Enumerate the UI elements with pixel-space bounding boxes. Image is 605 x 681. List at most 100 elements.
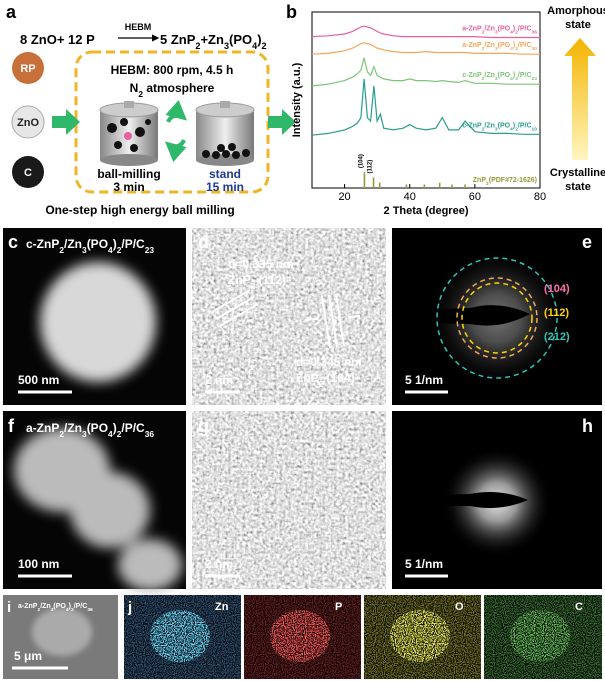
panel-label: d — [198, 232, 209, 252]
particles — [14, 428, 182, 591]
precursor: C — [24, 167, 32, 179]
flow-arrow — [52, 109, 80, 135]
panel-label: e — [582, 232, 592, 252]
fringe-marks — [211, 289, 361, 349]
series-line — [311, 57, 540, 87]
ring-label: (112) — [544, 307, 569, 319]
zno-powder — [11, 105, 45, 139]
ring — [436, 257, 558, 379]
fringe-label: d=0.345 nm — [296, 355, 362, 369]
panel-label: c — [8, 232, 18, 252]
scale-label: 2 nm — [205, 373, 233, 387]
legend-entry: c-ZnP2/Zn3(PO4)2/P/C23 — [462, 72, 537, 82]
scale-label: 5 μm — [14, 649, 42, 663]
x-tick-label: 80 — [534, 191, 546, 203]
scale-bars — [12, 390, 448, 670]
peak-label: (112) — [368, 160, 374, 174]
plot-frame — [311, 11, 541, 189]
legend-entry: a-ZnP2/Zn3(PO4)2/P/C36 — [462, 26, 537, 36]
legend-entry: ZnP2(PDF#72-1626) — [473, 177, 537, 187]
map-particle — [510, 610, 570, 662]
scale-label: 100 nm — [18, 557, 59, 571]
ring-label: (212) — [544, 331, 570, 343]
ring-label: (104) — [544, 283, 570, 295]
annotation: Amorphous — [547, 5, 605, 17]
beam-stop — [392, 305, 530, 326]
scale-label: 500 nm — [18, 373, 59, 387]
x-tick-label: 20 — [338, 191, 350, 203]
c-powder — [12, 156, 44, 188]
beam-stop — [392, 492, 528, 508]
rp-powder — [12, 52, 44, 84]
panel-label: h — [582, 416, 593, 436]
hrtem-image-g — [192, 411, 386, 589]
powder — [124, 132, 132, 140]
map-particle — [390, 610, 450, 662]
fringe-label: ZnP2 (112) — [228, 273, 286, 291]
element-label: O — [455, 601, 464, 613]
panel-label: f — [8, 416, 15, 436]
series-line — [311, 25, 540, 39]
series-line — [311, 78, 540, 136]
sample: c-ZnP2/Zn3(PO4)2/P/C23 — [26, 237, 154, 255]
fringe — [211, 289, 251, 313]
jar — [196, 154, 254, 166]
balls — [202, 143, 250, 159]
balls — [107, 118, 151, 152]
fringe-label: ZnP2 (104) — [296, 371, 355, 389]
atmosphere: N2 atmosphere — [130, 81, 215, 99]
products: 5 ZnP2+Zn3(PO4)2 — [160, 32, 267, 51]
jar-knob — [220, 101, 230, 108]
legend-entry: a-ZnP2/Zn3(PO4)2/P/C30 — [462, 42, 537, 52]
annotation: state — [565, 181, 591, 193]
sample: a-ZnP2/Zn3(PO4)2/P/C36 — [26, 421, 154, 439]
fringe-pointer — [304, 318, 319, 321]
scale-label: 5 1/nm — [405, 557, 443, 571]
legend-entry: c-ZnP2/Zn3(PO4)2/P/C10 — [462, 122, 537, 132]
panel-a-art — [11, 34, 296, 194]
jar-knob — [124, 101, 134, 108]
annotation: Crystalline — [550, 167, 605, 179]
precursor: ZnO — [17, 117, 39, 129]
fringe-label: d=0.335 nm — [228, 257, 294, 271]
particle — [32, 608, 92, 656]
cycle-arrow — [165, 139, 187, 163]
panel-label: g — [198, 416, 209, 436]
series-line — [311, 42, 540, 55]
fringe — [215, 296, 255, 320]
map-particle — [150, 610, 210, 662]
conditions: HEBM: 800 rpm, 4.5 h — [111, 63, 234, 77]
panel-label: i — [7, 599, 11, 616]
fringe — [219, 303, 259, 327]
fringe — [335, 293, 345, 347]
fringe-pointer — [347, 315, 361, 318]
sample: a-ZnP2/Zn3(PO4)2/P/C36 — [18, 603, 93, 613]
step-time: 3 min — [113, 180, 144, 194]
element-label: C — [575, 601, 583, 613]
step: ball-milling — [97, 167, 160, 181]
fringe — [328, 294, 338, 348]
particle — [40, 262, 156, 382]
flow-arrow — [268, 109, 296, 135]
jar — [100, 154, 158, 166]
step: stand — [209, 167, 241, 181]
x-axis-label: 2 Theta (degree) — [384, 205, 469, 217]
reactants: 8 ZnO+ 12 P — [20, 32, 95, 47]
arrow-label: HEBM — [125, 22, 152, 32]
scale-label: 2 nm — [205, 557, 233, 571]
precursor: RP — [20, 63, 35, 75]
panel-label: a — [6, 2, 17, 22]
cycle-arrow — [165, 99, 187, 123]
annotation: state — [565, 19, 591, 31]
caption: One-step high energy ball milling — [45, 203, 234, 217]
trend-arrow — [564, 38, 596, 160]
panel-label: j — [127, 599, 132, 616]
peak-label: (104) — [358, 154, 364, 168]
ring — [456, 277, 538, 359]
scale-label: 5 1/nm — [405, 373, 443, 387]
x-tick-label: 40 — [404, 191, 416, 203]
step-time: 15 min — [206, 180, 244, 194]
eds-maps — [124, 595, 602, 679]
